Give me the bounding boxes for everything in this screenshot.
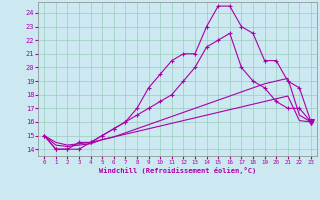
X-axis label: Windchill (Refroidissement éolien,°C): Windchill (Refroidissement éolien,°C)	[99, 167, 256, 174]
